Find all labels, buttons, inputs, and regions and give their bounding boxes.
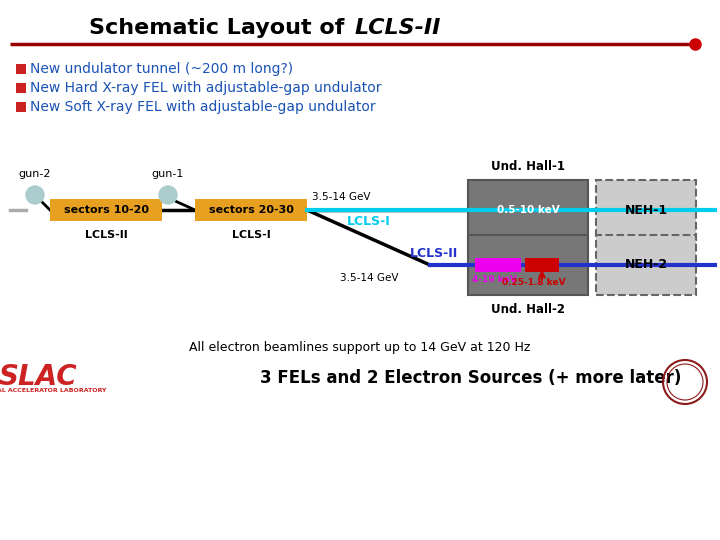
Text: LCLS-II: LCLS-II [410, 247, 458, 260]
Text: gun-1: gun-1 [152, 169, 184, 179]
Text: New undulator tunnel (~200 m long?): New undulator tunnel (~200 m long?) [30, 62, 293, 76]
Text: NEH-2: NEH-2 [624, 259, 667, 272]
Text: NEH-1: NEH-1 [624, 204, 667, 217]
Text: LCLS-I: LCLS-I [232, 230, 271, 240]
Bar [596, 235, 696, 295]
Text: LCLS-I: LCLS-I [347, 215, 391, 228]
Bar [16, 83, 26, 93]
Text: Und. Hall-1: Und. Hall-1 [491, 160, 565, 173]
Text: LCLS-II: LCLS-II [85, 230, 127, 240]
Bar [16, 102, 26, 112]
Text: LCLS-II: LCLS-II [355, 18, 441, 38]
Text: 4-19 keV: 4-19 keV [472, 274, 517, 284]
Text: 3.5-14 GeV: 3.5-14 GeV [312, 192, 371, 202]
Text: 3.5-14 GeV: 3.5-14 GeV [340, 273, 398, 283]
Text: 0.25-1.8 keV: 0.25-1.8 keV [502, 278, 566, 287]
Text: gun-2: gun-2 [19, 169, 51, 179]
Text: Schematic Layout of: Schematic Layout of [89, 18, 352, 38]
Bar [16, 64, 26, 74]
Text: sectors 10-20: sectors 10-20 [63, 205, 148, 215]
Text: sectors 20-30: sectors 20-30 [209, 205, 294, 215]
Bar [50, 199, 162, 221]
Text: NATIONAL ACCELERATOR LABORATORY: NATIONAL ACCELERATOR LABORATORY [0, 388, 107, 393]
Text: 3 FELs and 2 Electron Sources (+ more later): 3 FELs and 2 Electron Sources (+ more la… [260, 369, 681, 387]
Text: New Soft X-ray FEL with adjustable-gap undulator: New Soft X-ray FEL with adjustable-gap u… [30, 100, 376, 114]
Circle shape [26, 186, 44, 204]
Bar [195, 199, 307, 221]
Text: All electron beamlines support up to 14 GeV at 120 Hz: All electron beamlines support up to 14 … [189, 341, 531, 354]
Text: 0.5-10 keV: 0.5-10 keV [497, 205, 559, 215]
Bar [596, 180, 696, 240]
Bar [525, 258, 559, 272]
Circle shape [159, 186, 177, 204]
Text: Und. Hall-2: Und. Hall-2 [491, 303, 565, 316]
Text: SLAC: SLAC [0, 363, 77, 391]
Text: New Hard X-ray FEL with adjustable-gap undulator: New Hard X-ray FEL with adjustable-gap u… [30, 81, 382, 95]
Bar [468, 235, 588, 295]
Bar [468, 180, 588, 240]
Bar [475, 258, 521, 272]
